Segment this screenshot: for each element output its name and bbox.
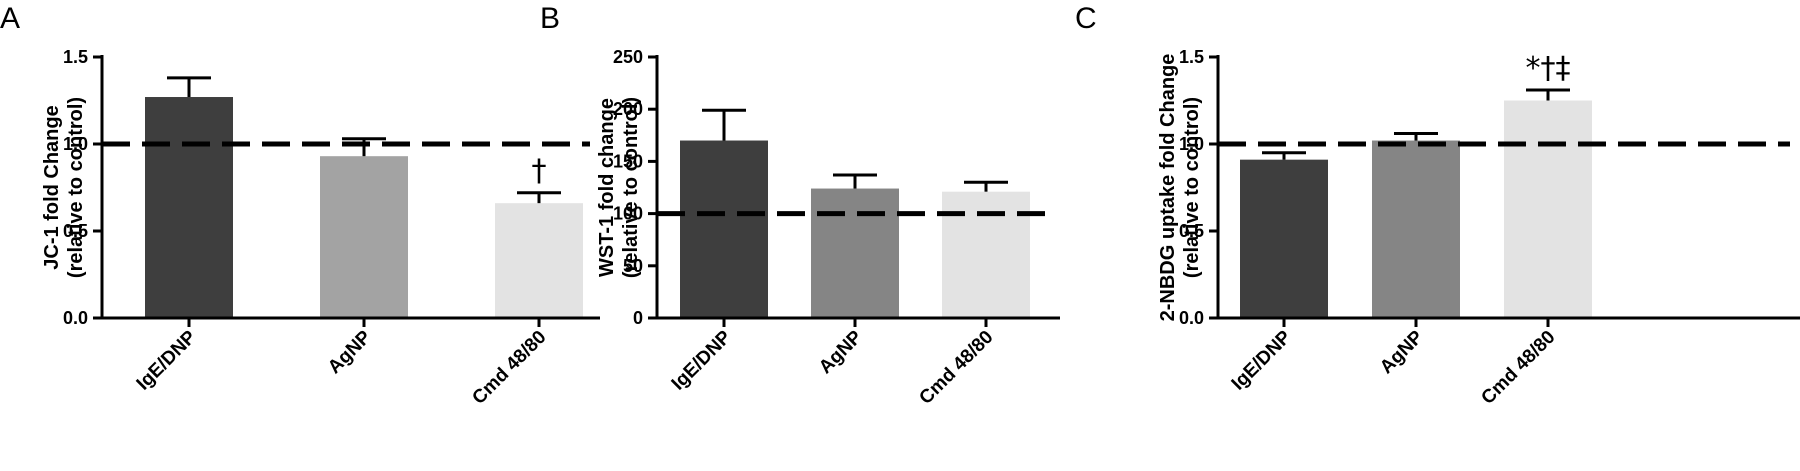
y-tick-label: 1.5 [63, 47, 88, 67]
bar [145, 97, 233, 319]
significance-marker: † [532, 154, 547, 189]
y-axis-title-line: 2-NBDG uptake fold Change [1157, 54, 1179, 322]
y-tick-label: 0 [633, 308, 643, 328]
y-tick-label: 0.5 [63, 221, 88, 241]
panel-c: C 2-NBDG uptake fold Change (relative to c… [1075, 2, 1800, 409]
y-axis-title-line: (relative to control) [65, 97, 87, 278]
y-axis-title-line: (relative to control) [620, 97, 642, 278]
category-label: IgE/DNP [133, 326, 201, 394]
bar [811, 188, 899, 318]
y-axis-title-line: (relative to control) [1181, 97, 1203, 278]
y-tick-label: 250 [613, 47, 643, 67]
y-axis-title-line: JC-1 fold Change [41, 105, 63, 269]
panel-b: B WST-1 fold change (relative to control) I… [540, 2, 1060, 409]
category-label: IgE/DNP [668, 326, 736, 394]
panel-letter: C [1075, 2, 1097, 35]
y-tick-label: 0.5 [1179, 221, 1204, 241]
y-tick-label: 0.0 [1179, 308, 1204, 328]
bar [1504, 100, 1592, 318]
category-label: Cmd 48/80 [468, 327, 550, 409]
category-label: AgNP [324, 326, 376, 378]
bar [680, 140, 768, 318]
y-tick-label: 50 [623, 256, 643, 276]
panel-a: A JC-1 fold Change (relative to control) Ig… [0, 2, 600, 409]
y-tick-label: 100 [613, 204, 643, 224]
bar [320, 156, 408, 318]
significance-marker: *†‡ [1526, 51, 1571, 86]
category-label: IgE/DNP [1228, 326, 1296, 394]
y-tick-label: 200 [613, 99, 643, 119]
category-label: AgNP [1376, 326, 1428, 378]
panel-letter: A [0, 2, 20, 35]
panel-letter: B [540, 2, 560, 35]
y-axis-title-line: WST-1 fold change [596, 98, 618, 277]
y-tick-label: 1.0 [1179, 134, 1204, 154]
bar [1240, 159, 1328, 318]
y-tick-label: 1.0 [63, 134, 88, 154]
y-tick-label: 0.0 [63, 308, 88, 328]
y-tick-label: 150 [613, 151, 643, 171]
bar [495, 203, 583, 318]
y-tick-label: 1.5 [1179, 47, 1204, 67]
category-label: Cmd 48/80 [915, 327, 997, 409]
category-label: AgNP [815, 326, 867, 378]
bar [942, 191, 1030, 318]
category-label: Cmd 48/80 [1477, 327, 1559, 409]
bar [1372, 140, 1460, 318]
